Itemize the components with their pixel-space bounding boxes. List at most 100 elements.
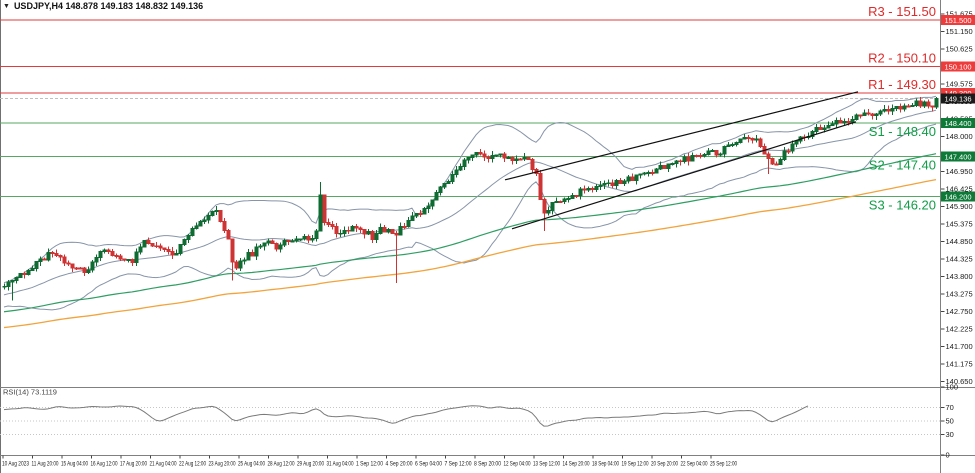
candle <box>454 166 459 178</box>
time-axis-label: 20 Sep 20:00 <box>651 461 678 468</box>
candle <box>226 229 231 240</box>
level-label-r2[interactable]: R2 - 150.10 <box>868 50 936 65</box>
candle <box>602 180 607 189</box>
candle <box>626 174 631 184</box>
time-axis-label: 15 Aug 04:00 <box>61 461 88 468</box>
candle <box>698 153 703 159</box>
ma-fast-line[interactable] <box>3 153 937 313</box>
price-axis-tick-label: 149.575 <box>946 79 973 88</box>
price-axis[interactable] <box>941 0 975 455</box>
candle <box>250 249 255 257</box>
candle <box>422 207 427 215</box>
candle <box>654 167 659 174</box>
candle <box>814 124 819 135</box>
candle <box>246 248 251 261</box>
candle <box>442 182 447 190</box>
trendline-channel-lower[interactable] <box>511 121 857 230</box>
level-badge-s2: 147.400 <box>941 151 975 162</box>
time-axis-label: 13 Sep 12:00 <box>533 461 560 468</box>
candle <box>906 103 911 108</box>
ma-slow-line[interactable] <box>3 178 937 329</box>
candle <box>6 280 11 291</box>
candle <box>522 153 527 162</box>
candle <box>86 266 91 275</box>
candle <box>94 254 99 267</box>
level-label-r3[interactable]: R3 - 151.50 <box>868 4 936 19</box>
level-label-s3[interactable]: S3 - 146.20 <box>869 197 936 212</box>
rsi-indicator-label: RSI(14) 73.1119 <box>3 388 57 397</box>
candle <box>286 239 291 245</box>
candle <box>622 179 627 186</box>
candle <box>494 154 499 158</box>
candle <box>322 194 327 226</box>
price-axis-tick-label: 141.700 <box>946 342 973 351</box>
candle <box>194 222 199 230</box>
trendline-channel-upper[interactable] <box>504 91 859 181</box>
candle <box>170 247 175 260</box>
candle <box>594 183 599 192</box>
candle <box>258 243 263 249</box>
candle <box>466 157 471 164</box>
candle <box>934 97 939 109</box>
candle <box>314 229 319 242</box>
candle <box>138 244 143 255</box>
level-label-s1[interactable]: S1 - 148.40 <box>869 124 936 139</box>
level-label-s2[interactable]: S2 - 147.40 <box>869 157 936 172</box>
candle <box>18 272 23 279</box>
candle <box>778 157 783 165</box>
candle <box>394 230 399 284</box>
time-axis-label: 10 Aug 2023 <box>2 461 29 468</box>
chevron-down-icon[interactable]: ▼ <box>3 2 10 10</box>
candle <box>430 199 435 210</box>
candle <box>378 223 383 235</box>
candle <box>574 195 579 199</box>
candle <box>582 185 587 194</box>
candle <box>326 218 331 227</box>
bollinger-lower-band-line[interactable] <box>3 123 937 311</box>
candle <box>42 257 47 261</box>
candle <box>854 113 859 121</box>
candle <box>790 140 795 154</box>
candle <box>350 225 355 232</box>
chart-plot-area[interactable] <box>0 10 940 387</box>
candle <box>354 224 359 232</box>
bollinger-upper-band-line[interactable] <box>3 95 937 284</box>
candle <box>926 99 931 109</box>
time-axis-label: 22 Aug 12:00 <box>179 461 206 468</box>
time-axis-label: 1 Sep 12:00 <box>356 461 383 468</box>
candle <box>310 234 315 243</box>
bollinger-middle-band-line[interactable] <box>3 109 937 296</box>
time-axis[interactable] <box>0 456 940 473</box>
candle <box>570 192 575 200</box>
candle <box>566 195 571 203</box>
candle <box>2 283 7 290</box>
candle <box>278 242 283 253</box>
candle <box>198 219 203 227</box>
candle <box>666 163 671 172</box>
candle <box>370 230 375 244</box>
candle <box>30 265 35 271</box>
candle <box>50 250 55 258</box>
candle <box>342 226 347 237</box>
candle <box>230 238 235 281</box>
candle <box>298 238 303 242</box>
candle <box>38 256 43 266</box>
price-axis-tick-label: 146.950 <box>946 167 973 176</box>
candle <box>46 248 51 262</box>
candle <box>514 155 519 165</box>
candle <box>402 223 407 230</box>
level-badge-r3: 151.500 <box>941 14 975 25</box>
rsi-pane[interactable] <box>0 388 940 455</box>
level-label-r1[interactable]: R1 - 149.30 <box>868 77 936 92</box>
candle <box>810 129 815 140</box>
candle <box>894 105 899 112</box>
time-axis-label: 17 Aug 20:00 <box>120 461 147 468</box>
candle <box>630 173 635 181</box>
candle <box>206 212 211 224</box>
candle <box>618 177 623 185</box>
candle <box>102 248 107 254</box>
candle <box>506 155 511 159</box>
candle <box>74 267 79 270</box>
candle <box>746 134 751 143</box>
